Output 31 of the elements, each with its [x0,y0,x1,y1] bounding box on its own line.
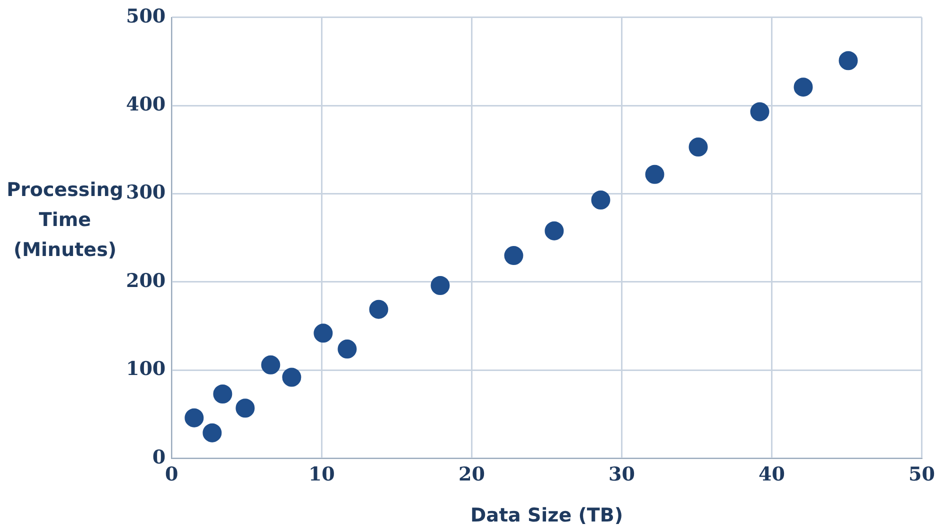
y-tick-label: 300 [126,182,166,204]
y-tick-label: 100 [126,358,166,380]
y-tick-label: 400 [126,94,166,116]
x-tick-label: 50 [908,464,936,486]
point [750,102,770,122]
y-tick-label: 200 [126,270,166,292]
point [213,384,232,404]
y-tick-label: 500 [126,5,166,28]
point [236,398,255,418]
point [314,324,333,343]
point [645,164,664,184]
x-tick-label: 10 [308,464,335,486]
point [369,300,388,319]
point [591,190,610,210]
point [838,51,858,70]
point [544,221,564,240]
x-axis-title: Data Size (TB) [470,504,624,527]
x-tick-label: 30 [608,464,635,486]
y-tick-label: 0 [152,446,166,468]
point [794,78,813,97]
x-tick-label: 40 [758,464,785,486]
point [261,355,280,374]
point [184,408,204,428]
point [504,246,524,266]
point [430,276,450,296]
x-tick-label: 20 [458,464,485,486]
point [202,423,222,442]
y-axis-title: Processing Time (Minutes) [6,179,124,261]
point [688,138,708,157]
point [282,368,302,387]
point [338,340,357,359]
